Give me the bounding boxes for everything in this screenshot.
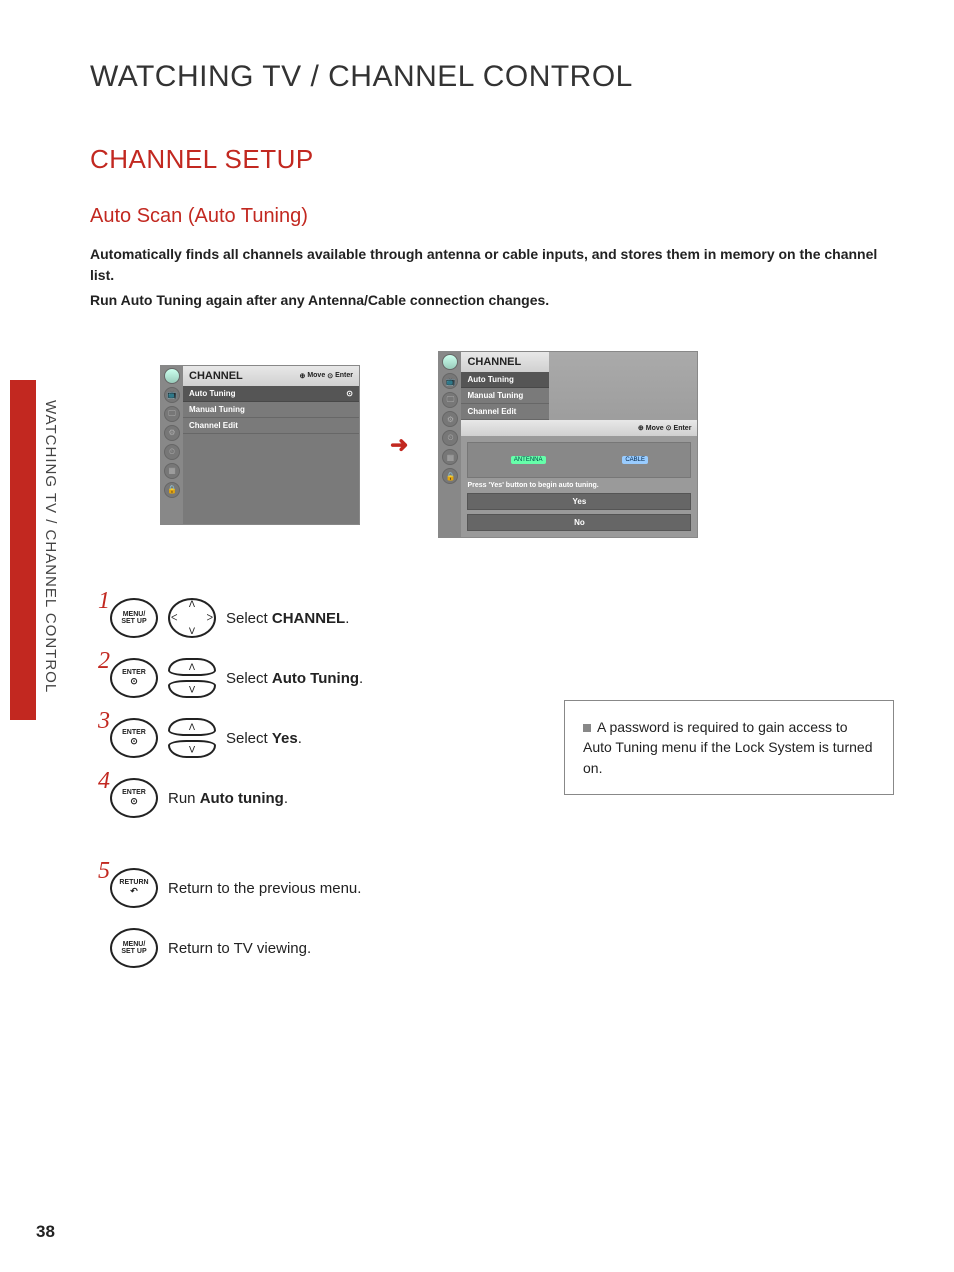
hint-move: Move: [307, 372, 325, 379]
bullet-icon: [583, 724, 591, 732]
menu-icon: ⚙: [442, 411, 458, 427]
dpad-icon: ᐱᐯᐸᐳ: [168, 598, 216, 638]
channel-menu-after: 📺 🖵 ⚙ ⏲ ▦ 🔒 CHANNEL Auto Tuning Manual T…: [438, 351, 698, 538]
menu-item-auto-tuning: Auto Tuning: [461, 372, 549, 388]
enter-button-icon: ENTER⊙: [110, 778, 158, 818]
hint-enter: Enter: [674, 425, 692, 432]
hint-move: Move: [646, 425, 664, 432]
step-6: MENU/ SET UP Return to TV viewing.: [110, 928, 894, 968]
menu-category-icons: 📺 🖵 ⚙ ⏲ ▦ 🔒: [439, 352, 461, 537]
intro-paragraph-2: Run Auto Tuning again after any Antenna/…: [90, 290, 894, 311]
page-number: 38: [36, 1222, 55, 1242]
menu-icon: ⏲: [442, 430, 458, 446]
step-1: 1 MENU/ SET UP ᐱᐯᐸᐳ Select CHANNEL.: [110, 598, 894, 638]
menu-header: CHANNEL ⊕Move ⊙Enter: [183, 366, 359, 386]
menu-icon: ▦: [164, 463, 180, 479]
menu-setup-button-icon: MENU/ SET UP: [110, 598, 158, 638]
menu-icon: [442, 354, 458, 370]
step-number: 3: [98, 708, 110, 735]
menu-icon: ⚙: [164, 425, 180, 441]
antenna-chip: ANTENNA: [511, 456, 546, 464]
menu-title: CHANNEL: [467, 356, 521, 368]
menu-category-icons: 📺 🖵 ⚙ ⏲ ▦ 🔒: [161, 366, 183, 524]
menu-icon: 🖵: [164, 406, 180, 422]
enter-button-icon: ENTER⊙: [110, 718, 158, 758]
menu-icon: ▦: [442, 449, 458, 465]
menu-item-manual-tuning: Manual Tuning: [461, 388, 549, 404]
section-title: CHANNEL SETUP: [90, 144, 894, 175]
menu-item-channel-edit: Channel Edit: [183, 418, 359, 434]
step-text: Select Yes.: [226, 730, 302, 747]
page-title: WATCHING TV / CHANNEL CONTROL: [90, 60, 894, 94]
step-number: 4: [98, 768, 110, 795]
no-button: No: [467, 514, 691, 531]
note-text: A password is required to gain access to…: [583, 719, 873, 776]
menu-header-hints: ⊕Move ⊙Enter: [461, 420, 697, 436]
step-number: 2: [98, 648, 110, 675]
channel-menu-before: 📺 🖵 ⚙ ⏲ ▦ 🔒 CHANNEL ⊕Move ⊙Enter Auto Tu…: [160, 365, 360, 525]
menu-title: CHANNEL: [189, 370, 243, 382]
menu-icon: ⏲: [164, 444, 180, 460]
updown-icon: ᐱᐱ: [168, 658, 216, 698]
menu-setup-button-icon: MENU/ SET UP: [110, 928, 158, 968]
note-box: A password is required to gain access to…: [564, 700, 894, 795]
step-text: Run Auto tuning.: [168, 790, 288, 807]
updown-icon: ᐱᐱ: [168, 718, 216, 758]
step-text: Return to the previous menu.: [168, 880, 361, 897]
intro-paragraph-1: Automatically finds all channels availab…: [90, 244, 894, 286]
step-5: 5 RETURN↶ Return to the previous menu.: [110, 868, 894, 908]
subsection-title: Auto Scan (Auto Tuning): [90, 205, 894, 228]
menu-icon: [164, 368, 180, 384]
menu-header: CHANNEL: [461, 352, 549, 372]
menu-item-channel-edit: Channel Edit: [461, 404, 549, 420]
menu-item-auto-tuning: Auto Tuning⊙: [183, 386, 359, 402]
step-number: 1: [98, 588, 110, 615]
cable-chip: CABLE: [622, 456, 648, 464]
menu-icon: 🖵: [442, 392, 458, 408]
auto-tuning-panel: ANTENNA CABLE Press 'Yes' button to begi…: [461, 436, 697, 537]
yes-button: Yes: [467, 493, 691, 510]
step-text: Return to TV viewing.: [168, 940, 311, 957]
return-button-icon: RETURN↶: [110, 868, 158, 908]
menu-icon: 📺: [164, 387, 180, 403]
step-number: 5: [98, 858, 110, 885]
step-text: Select CHANNEL.: [226, 610, 349, 627]
arrow-icon: ➜: [390, 432, 408, 458]
auto-tuning-prompt: Press 'Yes' button to begin auto tuning.: [467, 482, 691, 489]
menu-icon: 🔒: [442, 468, 458, 484]
hint-enter: Enter: [335, 372, 353, 379]
step-text: Select Auto Tuning.: [226, 670, 363, 687]
step-2: 2 ENTER⊙ ᐱᐱ Select Auto Tuning.: [110, 658, 894, 698]
enter-button-icon: ENTER⊙: [110, 658, 158, 698]
source-selector: ANTENNA CABLE: [467, 442, 691, 478]
menu-item-manual-tuning: Manual Tuning: [183, 402, 359, 418]
menu-illustration-row: 📺 🖵 ⚙ ⏲ ▦ 🔒 CHANNEL ⊕Move ⊙Enter Auto Tu…: [160, 351, 894, 538]
menu-icon: 📺: [442, 373, 458, 389]
menu-icon: 🔒: [164, 482, 180, 498]
